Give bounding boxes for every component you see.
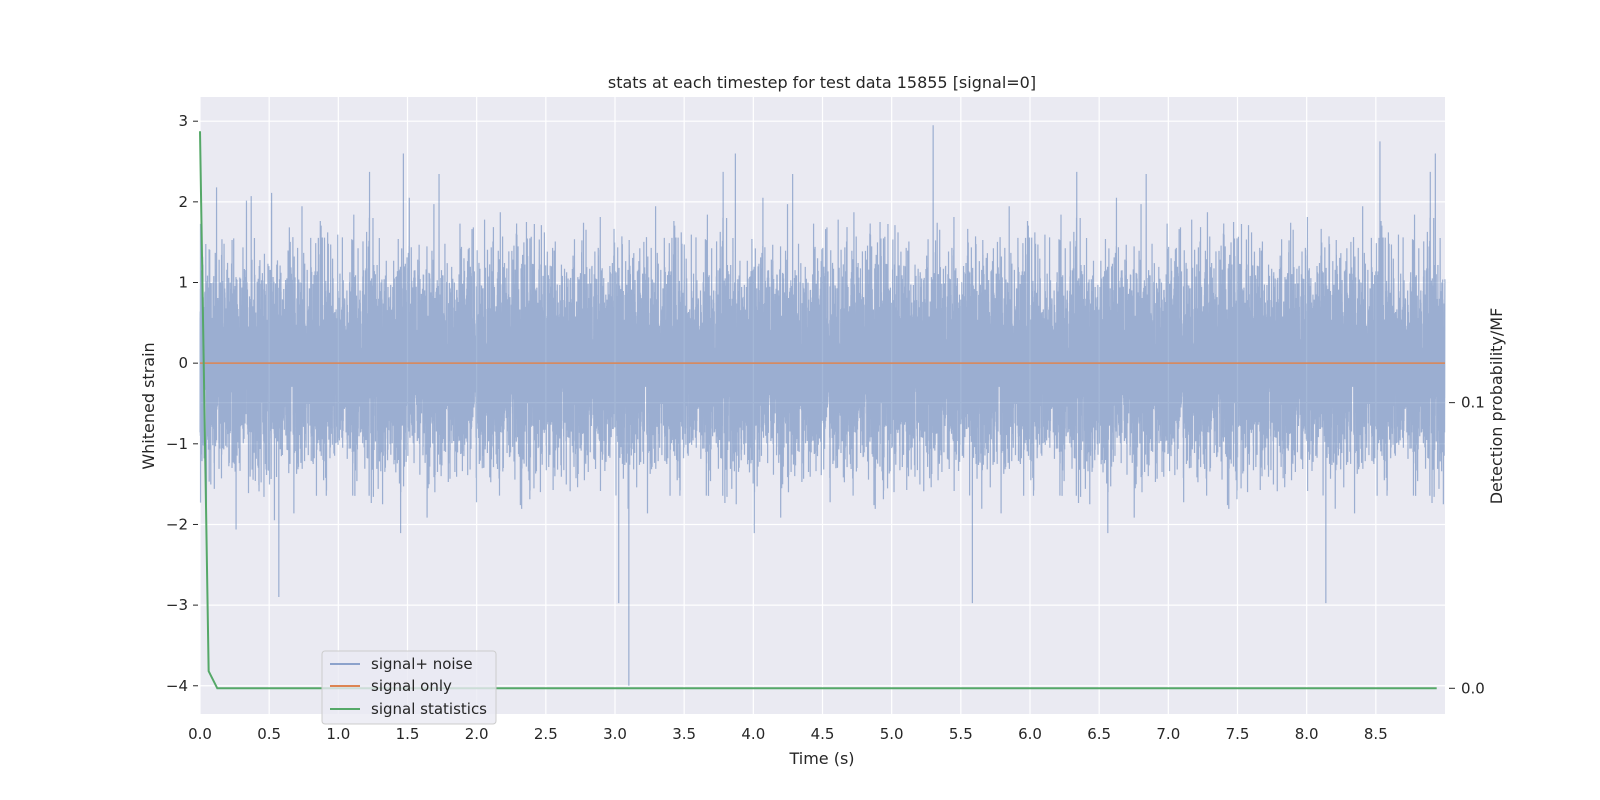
legend-label: signal only [371, 677, 452, 695]
legend-item: signal+ noise [330, 655, 473, 673]
x-tick-label: 2.5 [534, 725, 558, 743]
x-tick-label: 0.5 [257, 725, 281, 743]
x-tick-label: 6.0 [1018, 725, 1042, 743]
y-tick-label: 0 [178, 354, 188, 372]
y-tick-label: −1 [166, 435, 188, 453]
legend-item: signal only [330, 677, 452, 695]
x-tick-label: 1.5 [396, 725, 420, 743]
y-right-tick-label: 0.1 [1461, 394, 1485, 412]
x-tick-label: 8.5 [1364, 725, 1388, 743]
x-tick-label: 3.0 [603, 725, 627, 743]
x-axis-label: Time (s) [788, 749, 854, 768]
x-tick-label: 6.5 [1087, 725, 1111, 743]
x-tick-label: 4.5 [811, 725, 835, 743]
y-tick-label: 1 [178, 274, 188, 292]
legend-label: signal+ noise [371, 655, 473, 673]
legend-box [321, 650, 497, 725]
chart-title: stats at each timestep for test data 158… [608, 73, 1036, 92]
x-tick-label: 0.0 [188, 725, 212, 743]
x-tick-label: 4.0 [741, 725, 765, 743]
y-tick-label: −2 [166, 515, 188, 533]
x-tick-label: 7.0 [1156, 725, 1180, 743]
legend-item: signal statistics [330, 700, 487, 718]
y-tick-label: 2 [178, 193, 188, 211]
y-tick-label: −4 [166, 677, 188, 695]
x-tick-label: 5.5 [949, 725, 973, 743]
ticks-layer: 0.0 0.5 1.0 1.5 2.0 2.5 3.0 3.5 4.0 4.5 5.0 5.5 6.0 6… [166, 112, 1485, 743]
x-tick-label: 1.0 [326, 725, 350, 743]
y-tick-label: −3 [166, 596, 188, 614]
y-axis-right-label: Detection probability/MF [1487, 308, 1506, 505]
x-tick-label: 5.0 [880, 725, 904, 743]
legend-label: signal statistics [371, 700, 487, 718]
x-tick-label: 3.5 [672, 725, 696, 743]
x-tick-label: 8.0 [1295, 725, 1319, 743]
series-layer [199, 125, 1446, 690]
y-axis-label: Whitened strain [139, 342, 158, 469]
x-tick-label: 2.0 [465, 725, 489, 743]
series-line-signal-statistics [199, 131, 1437, 690]
y-tick-label: 3 [178, 112, 188, 130]
x-tick-label: 7.5 [1226, 725, 1250, 743]
y-right-tick-label: 0.0 [1461, 679, 1485, 697]
legend: signal+ noise signal only signal statist… [321, 650, 497, 725]
series-line-signal-noise [199, 125, 1446, 686]
